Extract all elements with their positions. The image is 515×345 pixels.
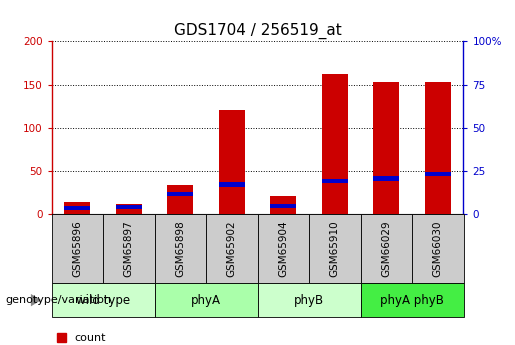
Text: GSM66030: GSM66030 — [433, 220, 443, 277]
Bar — [258, 283, 360, 317]
Bar — [412, 214, 464, 283]
Bar — [322, 74, 348, 214]
Text: phyA: phyA — [191, 294, 221, 307]
Bar — [219, 183, 245, 187]
Bar — [116, 205, 142, 209]
Bar — [425, 82, 451, 214]
Text: GSM65904: GSM65904 — [278, 220, 288, 277]
Text: phyB: phyB — [294, 294, 324, 307]
Text: GSM65897: GSM65897 — [124, 220, 134, 277]
Text: phyA phyB: phyA phyB — [380, 294, 444, 307]
Bar — [167, 186, 193, 214]
Bar — [360, 214, 412, 283]
Text: GSM65896: GSM65896 — [72, 220, 82, 277]
Bar — [425, 172, 451, 176]
Bar — [322, 179, 348, 183]
Bar — [64, 202, 90, 214]
Text: GSM65910: GSM65910 — [330, 220, 340, 277]
Bar — [64, 206, 90, 210]
Bar — [309, 214, 360, 283]
Bar — [154, 214, 206, 283]
Bar — [373, 176, 399, 181]
Polygon shape — [31, 294, 41, 306]
Bar — [154, 283, 258, 317]
Bar — [52, 283, 154, 317]
Bar — [219, 110, 245, 214]
Bar — [116, 204, 142, 214]
Text: GSM65898: GSM65898 — [175, 220, 185, 277]
Bar — [103, 214, 154, 283]
Bar — [270, 204, 296, 208]
Legend: count, percentile rank within the sample: count, percentile rank within the sample — [57, 333, 263, 345]
Text: genotype/variation: genotype/variation — [5, 295, 111, 305]
Bar — [270, 196, 296, 214]
Bar — [360, 283, 464, 317]
Bar — [373, 82, 399, 214]
Text: GSM66029: GSM66029 — [381, 220, 391, 277]
Title: GDS1704 / 256519_at: GDS1704 / 256519_at — [174, 22, 341, 39]
Bar — [167, 192, 193, 196]
Bar — [52, 214, 103, 283]
Text: wild type: wild type — [76, 294, 130, 307]
Text: GSM65902: GSM65902 — [227, 220, 237, 277]
Bar — [258, 214, 309, 283]
Bar — [206, 214, 258, 283]
